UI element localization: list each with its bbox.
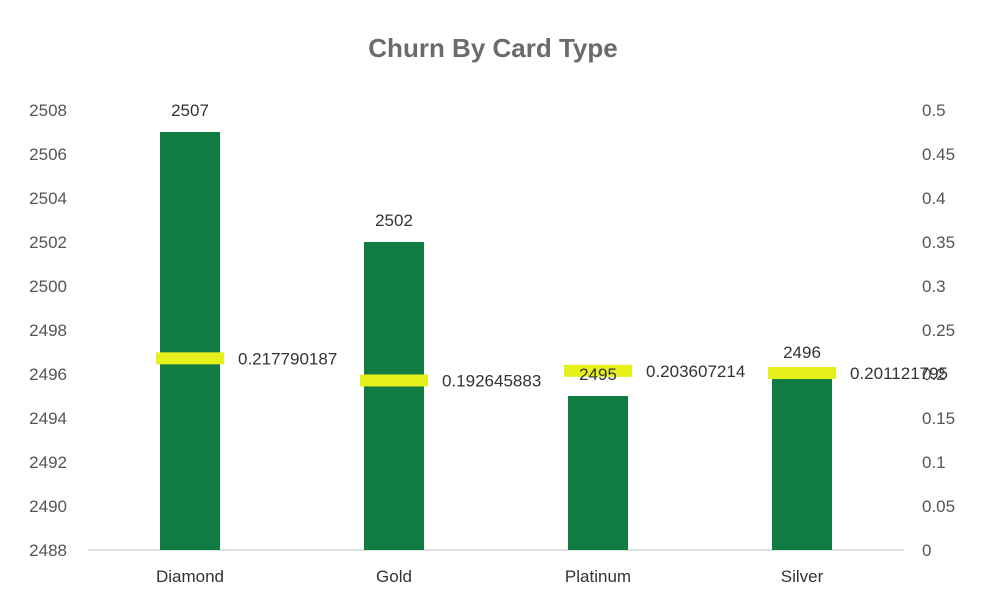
marker-value-label: 0.217790187 <box>238 349 337 368</box>
data-labels: 2507 0.217790187 2502 0.192645883 2495 0.2036… <box>171 101 948 390</box>
marker-value-label: 0.192645883 <box>442 371 541 390</box>
left-axis-tick-label: 2508 <box>29 101 67 120</box>
bar-diamond <box>160 132 220 550</box>
bars <box>160 132 832 550</box>
bar-value-label: 2507 <box>171 101 209 120</box>
right-axis-tick-label: 0.3 <box>922 277 946 296</box>
marker-value-label: 0.203607214 <box>646 362 745 381</box>
bar-gold <box>364 242 424 550</box>
right-axis: 0 0.05 0.1 0.15 0.2 0.25 0.3 0.35 0.4 0.45 0.5 <box>922 101 955 560</box>
right-axis-tick-label: 0.4 <box>922 189 946 208</box>
markers <box>156 352 836 387</box>
left-axis-tick-label: 2504 <box>29 189 67 208</box>
right-axis-tick-label: 0.2 <box>922 365 946 384</box>
marker-diamond <box>156 352 224 365</box>
marker-platinum <box>564 364 632 377</box>
right-axis-tick-label: 0.5 <box>922 101 946 120</box>
left-axis-tick-label: 2500 <box>29 277 67 296</box>
bar-value-label: 2495 <box>579 365 617 384</box>
category-label: Gold <box>376 567 412 586</box>
marker-gold <box>360 374 428 387</box>
left-axis: 2488 2490 2492 2494 2496 2498 2500 2502 2504 2506… <box>29 101 67 560</box>
category-axis: Diamond Gold Platinum Silver <box>156 567 824 586</box>
category-label: Platinum <box>565 567 631 586</box>
marker-silver <box>768 367 836 380</box>
right-axis-tick-label: 0.1 <box>922 453 946 472</box>
bar-silver <box>772 374 832 550</box>
left-axis-tick-label: 2494 <box>29 409 67 428</box>
left-axis-tick-label: 2506 <box>29 145 67 164</box>
category-label: Silver <box>781 567 824 586</box>
left-axis-tick-label: 2488 <box>29 541 67 560</box>
left-axis-tick-label: 2496 <box>29 365 67 384</box>
category-label: Diamond <box>156 567 224 586</box>
bar-value-label: 2496 <box>783 343 821 362</box>
bar-platinum <box>568 396 628 550</box>
right-axis-tick-label: 0 <box>922 541 931 560</box>
right-axis-tick-label: 0.45 <box>922 145 955 164</box>
right-axis-tick-label: 0.35 <box>922 233 955 252</box>
left-axis-tick-label: 2502 <box>29 233 67 252</box>
left-axis-tick-label: 2490 <box>29 497 67 516</box>
left-axis-tick-label: 2498 <box>29 321 67 340</box>
bar-value-label: 2502 <box>375 211 413 230</box>
right-axis-tick-label: 0.15 <box>922 409 955 428</box>
marker-value-label: 0.201121795 <box>850 364 948 383</box>
left-axis-tick-label: 2492 <box>29 453 67 472</box>
chart-title: Churn By Card Type <box>368 33 617 63</box>
right-axis-tick-label: 0.25 <box>922 321 955 340</box>
right-axis-tick-label: 0.05 <box>922 497 955 516</box>
